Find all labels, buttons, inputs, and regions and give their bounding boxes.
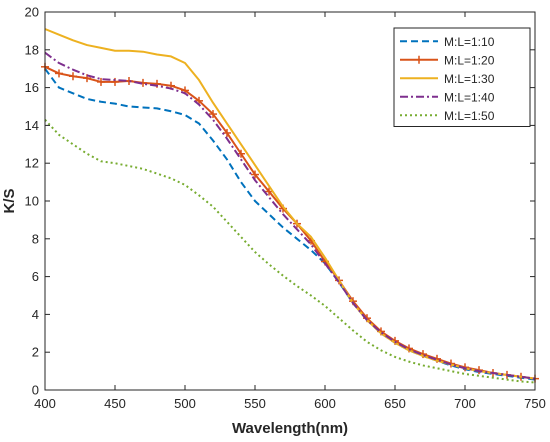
y-tick-label: 8 — [32, 231, 39, 246]
legend: M:L=1:10 M:L=1:20 M:L=1:30 M:L=1:40 M:L=1:50 — [393, 27, 531, 127]
series-line — [44, 119, 536, 384]
series-3 — [44, 28, 536, 380]
series-line — [44, 28, 536, 380]
data-point — [223, 128, 231, 137]
x-axis-label: Wavelength(nm) — [232, 420, 348, 437]
y-tick-label: 6 — [32, 269, 39, 284]
data-point — [55, 69, 63, 78]
y-tick-label: 12 — [25, 156, 39, 171]
y-tick-label: 18 — [25, 42, 39, 57]
x-tick-label: 400 — [34, 396, 56, 411]
legend-label: M:L=1:40 — [444, 90, 495, 104]
data-point — [251, 170, 259, 179]
data-point — [69, 72, 77, 81]
legend-item: M:L=1:10 — [400, 35, 495, 49]
legend-item: M:L=1:40 — [400, 90, 495, 104]
legend-label: M:L=1:20 — [444, 53, 495, 67]
x-tick-label: 650 — [384, 396, 406, 411]
legend-item: M:L=1:20 — [400, 53, 495, 67]
axes-layer: 400 450 500 550 600 650 700 750 0 2 4 6 8 10 12 14 16 18 2… — [25, 5, 546, 412]
data-point — [209, 110, 217, 119]
x-tick-label: 750 — [524, 396, 546, 411]
legend-item: M:L=1:50 — [400, 109, 495, 123]
x-tick-label: 550 — [244, 396, 266, 411]
y-tick-label: 14 — [25, 118, 39, 133]
legend-label: M:L=1:50 — [444, 109, 495, 123]
y-tick-label: 20 — [25, 5, 39, 20]
y-tick-label: 2 — [32, 345, 39, 360]
x-tick-label: 600 — [314, 396, 336, 411]
y-tick-label: 4 — [32, 307, 39, 322]
x-tick-label: 500 — [174, 396, 196, 411]
data-point — [97, 77, 105, 86]
y-tick-label: 16 — [25, 80, 39, 95]
series-5 — [44, 119, 536, 384]
legend-label: M:L=1:10 — [444, 35, 495, 49]
x-tick-label: 450 — [104, 396, 126, 411]
y-tick-label: 10 — [25, 194, 39, 209]
y-axis-label: K/S — [1, 188, 18, 213]
series-layer — [41, 28, 539, 384]
legend-item: M:L=1:30 — [400, 72, 495, 86]
legend-label: M:L=1:30 — [444, 72, 495, 86]
x-tick-label: 700 — [454, 396, 476, 411]
y-tick-label: 0 — [32, 383, 39, 398]
